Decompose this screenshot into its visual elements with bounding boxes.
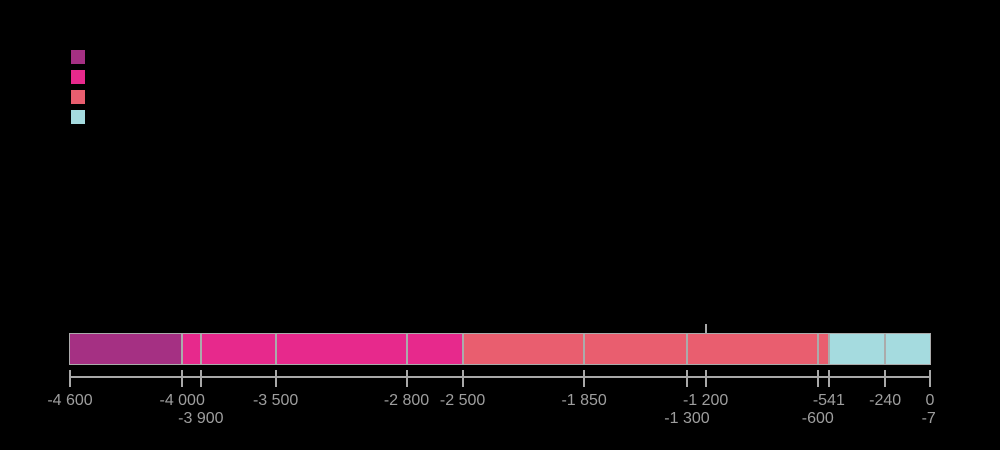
axis-label--240: -240 — [869, 392, 902, 409]
bar-outline — [69, 333, 931, 365]
segment-divider--1300 — [685, 334, 688, 364]
axis-tick--600 — [816, 370, 819, 387]
axis-label--3500: -3 500 — [252, 392, 299, 409]
axis-label--1200: -1 200 — [682, 392, 729, 409]
axis-tick--1200 — [704, 370, 707, 387]
axis-tick--2500 — [461, 370, 464, 387]
axis-label--1300: -1 300 — [664, 410, 710, 427]
legend-swatch-series-1 — [71, 50, 85, 64]
axis-label--541: -541 — [812, 392, 845, 409]
axis-tick--4000 — [181, 370, 184, 387]
axis-tick--3500 — [274, 370, 277, 387]
bar-segment-4 — [828, 334, 930, 364]
axis-tick--3900 — [199, 370, 202, 387]
axis-label--7: -7 — [921, 410, 936, 427]
segment-divider--4000 — [181, 334, 184, 364]
axis-label--600: -600 — [801, 410, 834, 427]
segment-divider--600 — [816, 334, 819, 364]
axis-label--2500: -2 500 — [439, 392, 486, 409]
legend-swatch-series-4 — [71, 110, 85, 124]
segment-divider--541 — [827, 334, 830, 364]
axis-label--4000: -4 000 — [159, 392, 205, 409]
segment-divider--3900 — [199, 334, 202, 364]
axis-tick--240 — [884, 370, 887, 387]
bar-segment-2 — [182, 334, 463, 364]
axis-label--4600: -4 600 — [47, 392, 93, 409]
axis-tick--1300 — [685, 370, 688, 387]
axis-label-0: 0 — [925, 392, 935, 409]
x-axis-line — [70, 376, 930, 378]
segment-divider--1850 — [583, 334, 586, 364]
segment-divider--2800 — [405, 334, 408, 364]
axis-tick--1850 — [583, 370, 586, 387]
segment-divider--2500 — [461, 334, 464, 364]
segment-divider--240 — [884, 334, 887, 364]
bar-segment-3 — [462, 334, 829, 364]
axis-label--2800: -2 800 — [383, 392, 430, 409]
legend-swatch-series-3 — [71, 90, 85, 104]
axis-tick--4600 — [69, 370, 71, 387]
axis-label--3900: -3 900 — [178, 410, 224, 427]
bar-segment-1 — [70, 334, 183, 364]
axis-label--1850: -1 850 — [561, 392, 607, 409]
axis-tick--541 — [827, 370, 830, 387]
axis-tick-0 — [929, 370, 931, 387]
axis-tick--2800 — [405, 370, 408, 387]
above-bar-tick--1200 — [704, 324, 707, 334]
segment-divider--3500 — [274, 334, 277, 364]
legend-swatch-series-2 — [71, 70, 85, 84]
